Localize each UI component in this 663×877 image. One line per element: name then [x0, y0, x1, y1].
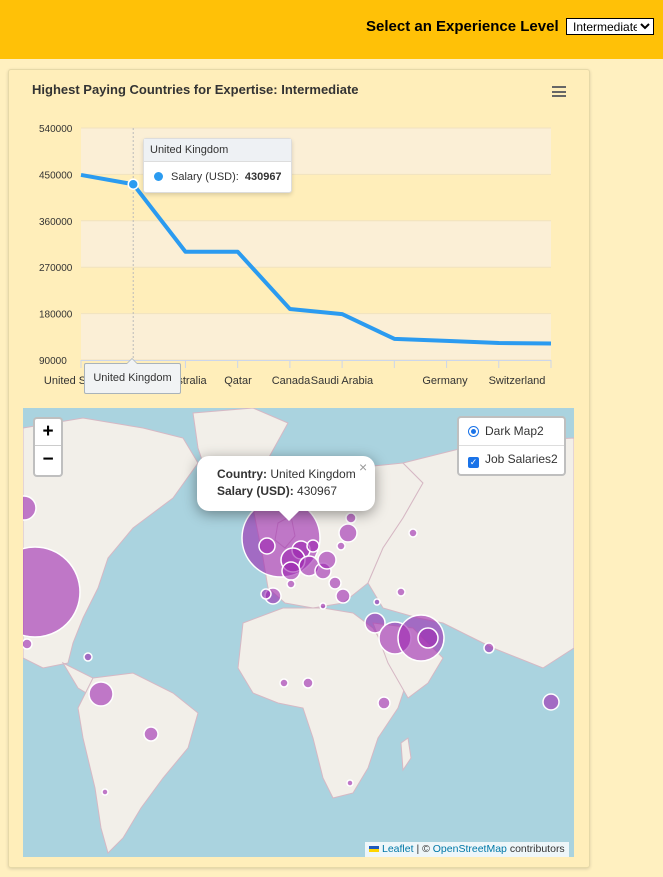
- x-tick-label: United S: [44, 375, 86, 387]
- salary-bubble[interactable]: [319, 602, 327, 610]
- map-canvas[interactable]: [23, 408, 574, 857]
- salary-bubble[interactable]: [23, 638, 33, 650]
- popup-close-icon[interactable]: ×: [359, 459, 368, 475]
- salary-bubble[interactable]: [396, 587, 406, 597]
- plot-band: [81, 313, 551, 360]
- series-dot-icon: [154, 172, 163, 181]
- tooltip-category: United Kingdom: [144, 139, 291, 162]
- checkbox-checked-icon[interactable]: ✓: [468, 457, 479, 468]
- salary-bubble[interactable]: [302, 677, 314, 689]
- map-attribution: Leaflet | © OpenStreetMap contributors: [365, 842, 569, 857]
- salary-bubble[interactable]: [542, 693, 560, 711]
- layer-dark-map-label: Dark Map2: [485, 424, 544, 438]
- series-line: [80, 172, 552, 346]
- layer-control: Dark Map2 ✓ Job Salaries2: [457, 416, 566, 476]
- attribution-separator: | ©: [416, 843, 430, 855]
- y-tick-label: 180000: [39, 310, 73, 321]
- salary-bubble[interactable]: [260, 588, 272, 600]
- zoom-in-button[interactable]: +: [35, 419, 61, 446]
- chart-title: Highest Paying Countries for Expertise: …: [32, 82, 359, 97]
- experience-level-select[interactable]: Intermediate: [566, 18, 654, 35]
- salary-bubble[interactable]: [345, 512, 357, 524]
- salary-bubble[interactable]: [101, 788, 109, 796]
- salary-bubble[interactable]: [336, 541, 346, 551]
- salary-bubble[interactable]: [83, 652, 93, 662]
- island-madagascar: [400, 737, 412, 772]
- y-tick-label: 270000: [39, 263, 73, 274]
- y-tick-label: 360000: [39, 217, 73, 228]
- x-tick-label: Qatar: [224, 375, 252, 387]
- popup-country-key: Country:: [217, 467, 267, 481]
- experience-level-label: Select an Experience Level: [366, 18, 559, 35]
- x-tick-label: stralia: [177, 375, 207, 387]
- salary-bubble[interactable]: [317, 550, 337, 570]
- x-tick-label: Saudi Arabia: [311, 375, 374, 387]
- salary-bubble[interactable]: [373, 598, 381, 606]
- osm-link[interactable]: OpenStreetMap: [432, 843, 507, 855]
- continent-asia: [367, 437, 574, 669]
- crosshair-label: United Kingdom: [84, 358, 181, 394]
- salary-bubble[interactable]: [281, 561, 301, 581]
- layer-dark-map[interactable]: Dark Map2: [459, 418, 564, 446]
- zoom-out-button[interactable]: −: [42, 449, 54, 470]
- salary-bubble[interactable]: [417, 627, 439, 649]
- chart-card: Highest Paying Countries for Expertise: …: [8, 69, 590, 868]
- salary-bubble[interactable]: [346, 779, 354, 787]
- salary-bubble[interactable]: [286, 579, 296, 589]
- salary-bubble[interactable]: [23, 546, 81, 638]
- popup-country: Country: United Kingdom: [217, 467, 356, 481]
- layer-job-salaries[interactable]: ✓ Job Salaries2: [459, 446, 564, 472]
- salary-bubble[interactable]: [258, 537, 276, 555]
- salary-bubble[interactable]: [88, 681, 114, 707]
- zoom-control: + −: [33, 417, 63, 477]
- continent-africa: [237, 607, 409, 799]
- salary-bubble[interactable]: [23, 495, 37, 521]
- radio-selected-icon[interactable]: [468, 426, 479, 437]
- popup-salary: Salary (USD): 430967: [217, 484, 337, 498]
- tooltip-value: 430967: [244, 171, 282, 183]
- continent-south-america: [77, 672, 199, 854]
- salary-bubble[interactable]: [338, 523, 358, 543]
- chart-tooltip: United Kingdom Salary (USD): 430967: [143, 138, 292, 193]
- x-tick-label: Germany: [422, 375, 468, 387]
- salary-bubble[interactable]: [328, 576, 342, 590]
- hamburger-menu-icon[interactable]: [552, 86, 566, 97]
- top-bar: Select an Experience Level Intermediate: [0, 0, 663, 59]
- x-tick-label: Switzerland: [489, 375, 546, 387]
- salary-bubble[interactable]: [377, 696, 391, 710]
- popup-country-value: United Kingdom: [270, 467, 356, 481]
- y-tick-label: 540000: [39, 124, 73, 135]
- plot-band: [81, 220, 551, 268]
- salary-map[interactable]: + − Dark Map2 ✓ Job Salaries2 Country: Un…: [23, 408, 574, 857]
- salary-bubble[interactable]: [306, 539, 320, 553]
- salary-bubble[interactable]: [143, 726, 159, 742]
- salary-bubble[interactable]: [335, 588, 351, 604]
- salary-bubble[interactable]: [279, 678, 289, 688]
- layer-job-salaries-label: Job Salaries2: [485, 452, 558, 466]
- hover-point: [127, 178, 139, 190]
- map-popup: Country: United Kingdom Salary (USD): 43…: [197, 456, 375, 521]
- salary-bubble[interactable]: [408, 528, 418, 538]
- ukraine-flag-icon: [369, 846, 379, 852]
- line-chart: 540000 450000 360000 270000 180000 90000 Unite…: [39, 124, 552, 387]
- y-tick-label: 90000: [39, 356, 67, 367]
- y-tick-label: 450000: [39, 170, 73, 181]
- leaflet-link[interactable]: Leaflet: [382, 843, 414, 855]
- popup-salary-value: 430967: [297, 484, 338, 498]
- salary-bubble[interactable]: [364, 612, 386, 634]
- popup-salary-key: Salary (USD):: [217, 484, 294, 498]
- x-tick-label: Canada: [272, 375, 311, 387]
- attribution-suffix: contributors: [509, 843, 565, 855]
- tooltip-series-name: Salary (USD):: [171, 171, 239, 183]
- salary-bubble[interactable]: [483, 642, 495, 654]
- plot-band: [81, 267, 551, 314]
